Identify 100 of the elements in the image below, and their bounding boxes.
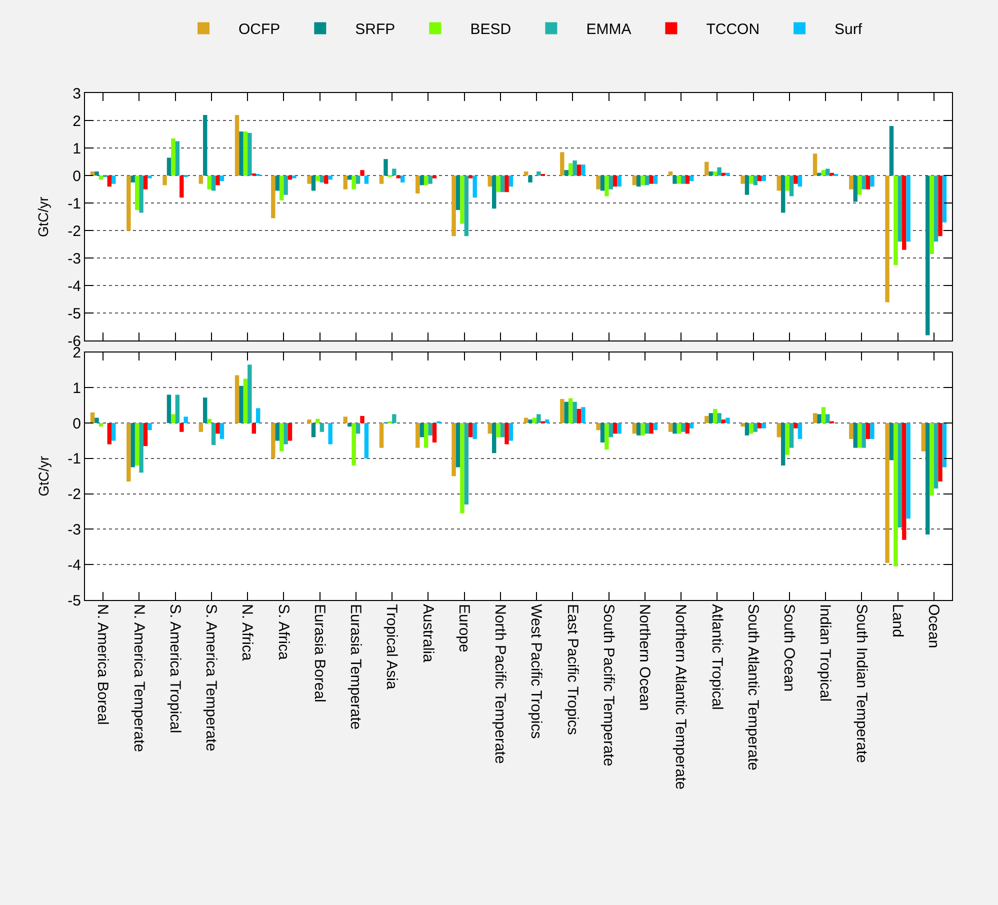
bar xyxy=(762,423,766,428)
bar xyxy=(721,420,726,424)
bar xyxy=(460,423,464,514)
bar xyxy=(798,423,802,439)
bar xyxy=(492,176,496,209)
bar xyxy=(180,176,184,198)
bar xyxy=(143,423,148,446)
bar xyxy=(328,423,332,444)
y-tick-label: 1 xyxy=(72,140,81,158)
bar xyxy=(906,176,910,242)
bar xyxy=(862,423,866,448)
bar xyxy=(364,176,369,184)
bar xyxy=(636,176,641,187)
bar xyxy=(581,164,586,176)
bar xyxy=(472,423,477,439)
bar xyxy=(148,423,152,430)
bar xyxy=(681,176,686,184)
bar xyxy=(379,423,384,448)
bar xyxy=(581,407,586,424)
bar xyxy=(544,420,550,424)
y-tick-label: 0 xyxy=(72,415,81,432)
bar xyxy=(749,423,754,434)
bar xyxy=(704,416,709,424)
bar xyxy=(653,423,658,430)
bar xyxy=(926,423,930,535)
bar xyxy=(239,386,244,424)
bar xyxy=(148,176,152,178)
bar xyxy=(130,423,135,468)
bar xyxy=(348,423,352,427)
bar xyxy=(672,423,677,434)
bar xyxy=(126,176,131,231)
bar xyxy=(356,423,360,434)
bar xyxy=(211,423,216,445)
bar xyxy=(275,423,280,441)
bar xyxy=(392,414,396,424)
bar xyxy=(857,423,862,448)
bar xyxy=(906,423,910,519)
bar xyxy=(689,423,694,428)
bar xyxy=(889,126,894,176)
bar xyxy=(416,176,420,194)
bar xyxy=(632,176,637,186)
bar xyxy=(352,176,356,190)
y-tick-label: -2 xyxy=(68,222,81,240)
bar xyxy=(613,176,618,187)
bar xyxy=(636,423,641,436)
bar xyxy=(452,176,456,236)
bar xyxy=(139,176,144,213)
bar xyxy=(252,423,256,434)
bar xyxy=(271,176,276,218)
bar xyxy=(781,423,786,466)
bar xyxy=(492,423,496,454)
bar xyxy=(712,408,718,424)
bar xyxy=(608,176,614,190)
bar xyxy=(504,176,509,192)
bar xyxy=(776,176,782,191)
bar xyxy=(894,423,898,566)
bar xyxy=(794,176,798,184)
bar xyxy=(744,423,750,436)
bar xyxy=(311,423,316,438)
bar xyxy=(288,423,292,441)
y-tick-label: 3 xyxy=(72,85,81,102)
bar xyxy=(668,423,673,432)
bar xyxy=(166,158,172,176)
x-tick-label: S. America Tropical xyxy=(166,604,184,734)
x-tick-label: S. America Temperate xyxy=(202,604,220,752)
bar xyxy=(572,160,577,176)
y-tick-label: -4 xyxy=(68,278,81,295)
bar xyxy=(794,423,798,428)
bar xyxy=(726,172,730,176)
bar xyxy=(284,423,288,444)
bar xyxy=(789,423,794,448)
bar xyxy=(798,176,802,187)
x-tick-label: N. America Temperate xyxy=(130,604,148,752)
bar xyxy=(508,423,514,441)
bar xyxy=(420,176,424,186)
bar xyxy=(307,420,312,424)
bar xyxy=(776,423,782,438)
bar xyxy=(708,413,713,424)
bar xyxy=(94,418,99,424)
y-axis-title: GtC/yr xyxy=(35,456,52,496)
bar xyxy=(644,423,650,434)
bar xyxy=(889,423,894,460)
y-tick-label: -5 xyxy=(68,305,81,322)
bar xyxy=(288,176,292,180)
legend-label: Surf xyxy=(834,21,863,38)
bar xyxy=(564,170,568,176)
bar xyxy=(753,176,758,186)
bar xyxy=(271,423,276,458)
legend-label: OCFP xyxy=(238,21,280,38)
bar xyxy=(934,176,938,242)
bar xyxy=(456,423,460,468)
y-tick-label: -1 xyxy=(68,450,81,468)
bar xyxy=(488,423,492,434)
bar xyxy=(812,154,818,176)
bar xyxy=(203,398,208,424)
legend-label: BESD xyxy=(470,21,512,38)
bar xyxy=(424,423,428,448)
bar xyxy=(248,132,252,176)
bar xyxy=(111,176,116,184)
x-tick-label: South Pacific Temperate xyxy=(600,604,617,766)
